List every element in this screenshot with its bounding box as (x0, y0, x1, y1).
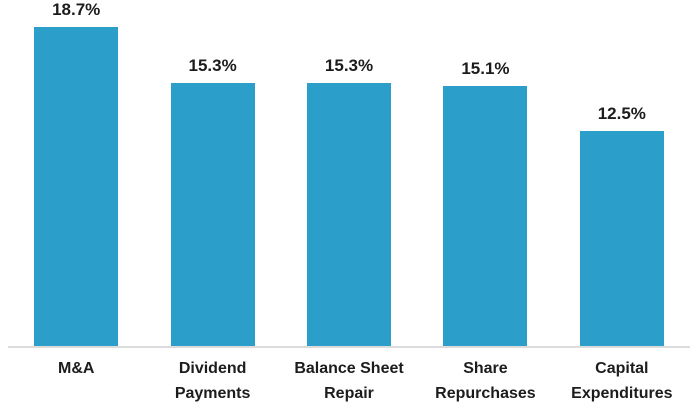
bar (170, 83, 255, 347)
bar-group: 18.7% (8, 0, 144, 347)
category-label: M&A (57, 360, 95, 377)
category-label: Capital Expenditures (571, 360, 673, 402)
bar (34, 27, 119, 347)
category-label: Dividend Payments (174, 360, 251, 402)
x-axis-labels: M&A Dividend Payments Balance Sheet Repair… (8, 348, 690, 406)
data-label: 15.3% (188, 56, 237, 75)
category-label: Balance Sheet Repair (294, 360, 404, 402)
bar-group: 15.3% (144, 0, 280, 347)
bar-group: 15.1% (417, 0, 553, 347)
data-label: 18.7% (52, 0, 101, 19)
data-label: 15.1% (461, 59, 510, 78)
plot-area: 18.7% 15.3% 15.3% 15.1% 12.5% (8, 0, 690, 347)
bar (443, 86, 528, 347)
bar (579, 131, 664, 347)
data-label: 12.5% (597, 104, 646, 123)
bar (307, 83, 392, 347)
bar-group: 15.3% (281, 0, 417, 347)
category-label: Share Repurchases (435, 360, 536, 402)
bar-group: 12.5% (554, 0, 690, 347)
data-label: 15.3% (324, 56, 374, 75)
x-axis-line (8, 346, 690, 348)
